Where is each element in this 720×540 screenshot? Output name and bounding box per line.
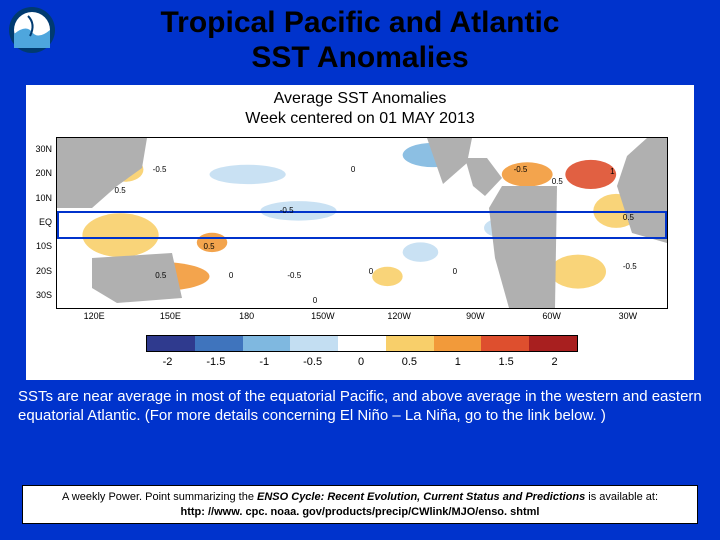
y-axis: 30N 20N 10N EQ 10S 20S 30S bbox=[26, 137, 54, 309]
colorbar-label: 0 bbox=[358, 356, 364, 368]
y-tick: EQ bbox=[39, 217, 52, 227]
chart-title-2: Week centered on 01 MAY 2013 bbox=[245, 110, 474, 127]
contour-label: -0.5 bbox=[153, 165, 167, 174]
colorbar-cell bbox=[290, 336, 338, 351]
colorbar-cell bbox=[481, 336, 529, 351]
contour-label: 0 bbox=[453, 267, 457, 276]
footer-suffix: is available at: bbox=[585, 491, 658, 503]
x-tick: 60W bbox=[542, 311, 561, 321]
chart-title-1: Average SST Anomalies bbox=[274, 90, 447, 107]
colorbar-label: -2 bbox=[163, 356, 173, 368]
colorbar-label: -1 bbox=[259, 356, 269, 368]
x-tick: 90W bbox=[466, 311, 485, 321]
contour-label: 0.5 bbox=[552, 177, 563, 186]
y-tick: 20S bbox=[36, 266, 52, 276]
contour-label: -0.5 bbox=[287, 271, 301, 280]
contour-label: 0.5 bbox=[204, 242, 215, 251]
contour-label: 1 bbox=[610, 167, 614, 176]
x-tick: 120E bbox=[84, 311, 105, 321]
x-tick: 150E bbox=[160, 311, 181, 321]
colorbar-cell bbox=[195, 336, 243, 351]
x-tick: 120W bbox=[387, 311, 411, 321]
contour-label: -0.5 bbox=[514, 165, 528, 174]
contour-label: 0 bbox=[229, 271, 233, 280]
colorbar-cell bbox=[386, 336, 434, 351]
colorbar-labels: -2 -1.5 -1 -0.5 0 0.5 1 1.5 2 bbox=[146, 356, 576, 372]
contour-label: 0.5 bbox=[623, 213, 634, 222]
contour-label: 0.5 bbox=[115, 186, 126, 195]
colorbar-swatch bbox=[146, 335, 578, 352]
footer-url: http: //www. cpc. noaa. gov/products/pre… bbox=[181, 506, 540, 518]
y-tick: 10N bbox=[35, 193, 52, 203]
y-tick: 30S bbox=[36, 290, 52, 300]
colorbar-label: 1.5 bbox=[498, 356, 513, 368]
page-title: Tropical Pacific and Atlantic SST Anomal… bbox=[0, 0, 720, 75]
colorbar-label: 0.5 bbox=[402, 356, 417, 368]
highlight-box bbox=[57, 211, 667, 239]
colorbar-label: 1 bbox=[455, 356, 461, 368]
colorbar-cell bbox=[147, 336, 195, 351]
map-area: -0.5 0.5 0.5 -0.5 0 0 0.5 0 -0.5 0 0 -0.5 0.5 1 0.5 -0.… bbox=[56, 137, 668, 309]
footer-em: ENSO Cycle: Recent Evolution, Current St… bbox=[257, 491, 585, 503]
y-tick: 20N bbox=[35, 168, 52, 178]
colorbar-label: 2 bbox=[551, 356, 557, 368]
y-tick: 30N bbox=[35, 144, 52, 154]
colorbar-label: -1.5 bbox=[206, 356, 225, 368]
colorbar-cell bbox=[338, 336, 386, 351]
colorbar: -2 -1.5 -1 -0.5 0 0.5 1 1.5 2 bbox=[146, 335, 576, 375]
x-tick: 150W bbox=[311, 311, 335, 321]
colorbar-cell bbox=[529, 336, 577, 351]
footer-prefix: A weekly Power. Point summarizing the bbox=[62, 491, 257, 503]
colorbar-cell bbox=[243, 336, 291, 351]
chart-panel: Average SST Anomalies Week centered on 0… bbox=[26, 85, 694, 380]
contour-label: -0.5 bbox=[623, 262, 637, 271]
title-line1: Tropical Pacific and Atlantic bbox=[161, 6, 560, 39]
chart-title: Average SST Anomalies Week centered on 0… bbox=[26, 85, 694, 129]
x-axis: 120E 150E 180 150W 120W 90W 60W 30W bbox=[56, 309, 668, 323]
footer-box: A weekly Power. Point summarizing the EN… bbox=[22, 485, 698, 524]
colorbar-label: -0.5 bbox=[303, 356, 322, 368]
contour-label: 0 bbox=[313, 296, 317, 305]
colorbar-cell bbox=[434, 336, 482, 351]
title-line2: SST Anomalies bbox=[251, 41, 468, 74]
contour-label: -0.5 bbox=[280, 206, 294, 215]
noaa-logo bbox=[8, 6, 56, 54]
y-tick: 10S bbox=[36, 241, 52, 251]
x-tick: 180 bbox=[239, 311, 254, 321]
contour-label: 0 bbox=[351, 165, 355, 174]
caption-text: SSTs are near average in most of the equ… bbox=[18, 388, 702, 426]
x-tick: 30W bbox=[619, 311, 638, 321]
contour-label: 0 bbox=[369, 267, 373, 276]
contour-label: 0.5 bbox=[155, 271, 166, 280]
